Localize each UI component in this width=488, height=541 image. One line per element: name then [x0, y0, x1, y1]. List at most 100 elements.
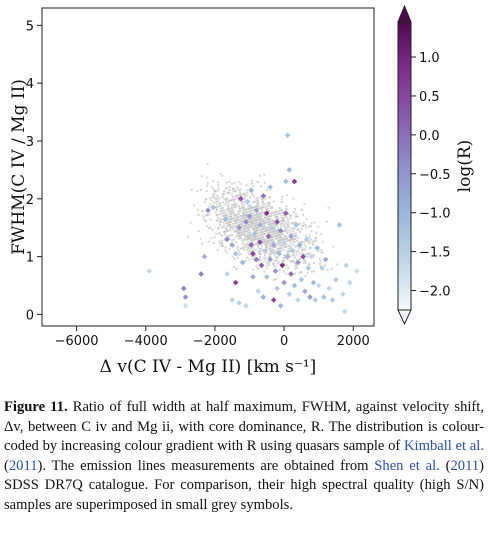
grey-point — [216, 216, 219, 219]
grey-point — [263, 254, 266, 257]
grey-point — [246, 218, 249, 221]
grey-point — [220, 212, 223, 215]
grey-point — [304, 245, 307, 248]
grey-point — [272, 200, 275, 203]
data-point — [229, 242, 236, 248]
grey-point — [244, 259, 247, 262]
grey-point — [281, 244, 284, 247]
grey-point — [229, 199, 232, 202]
grey-point — [248, 242, 251, 245]
grey-point — [296, 266, 299, 269]
data-point — [267, 184, 274, 191]
caption-ref-1-year[interactable]: 2011 — [8, 457, 38, 474]
grey-point — [269, 220, 272, 223]
grey-point — [244, 227, 247, 230]
grey-point — [250, 236, 253, 239]
colorbar-tick-label: −1.0 — [419, 207, 451, 222]
grey-point — [244, 235, 247, 238]
grey-point — [241, 214, 244, 217]
grey-point — [263, 206, 266, 209]
grey-point — [247, 245, 250, 248]
grey-point — [205, 219, 208, 222]
grey-point — [252, 184, 255, 187]
grey-point — [273, 216, 276, 219]
grey-point — [283, 256, 286, 259]
grey-point — [308, 236, 311, 239]
grey-point — [258, 236, 261, 239]
grey-point — [250, 223, 253, 226]
grey-point — [257, 267, 260, 270]
grey-point — [282, 257, 285, 260]
grey-point — [292, 259, 295, 262]
grey-point — [260, 212, 263, 215]
grey-point — [260, 220, 263, 223]
grey-point — [244, 243, 247, 246]
grey-point — [251, 220, 254, 223]
grey-point — [281, 209, 284, 212]
grey-point — [238, 250, 241, 253]
grey-point — [255, 237, 258, 240]
grey-point — [243, 192, 246, 195]
grey-point — [227, 205, 230, 208]
grey-point — [290, 260, 293, 263]
grey-point — [323, 264, 326, 267]
grey-point — [262, 219, 265, 222]
grey-point — [261, 233, 264, 236]
grey-point — [274, 245, 277, 248]
grey-point — [242, 193, 245, 196]
grey-point — [277, 226, 280, 229]
grey-point — [241, 220, 244, 223]
data-point — [302, 288, 308, 295]
grey-point — [247, 248, 250, 251]
grey-point — [235, 205, 238, 208]
grey-point — [223, 209, 226, 212]
caption-ref-1[interactable]: Kimball et al. — [404, 438, 484, 455]
grey-point — [251, 193, 254, 196]
grey-point — [267, 223, 270, 226]
grey-point — [321, 240, 324, 243]
grey-point — [250, 233, 253, 236]
grey-point — [226, 230, 229, 233]
grey-point — [236, 229, 239, 232]
data-point — [310, 279, 317, 286]
grey-point — [298, 271, 301, 274]
grey-point — [201, 210, 204, 213]
data-point — [244, 198, 251, 205]
grey-point — [252, 217, 255, 220]
grey-point — [226, 208, 229, 211]
grey-point — [294, 235, 297, 238]
grey-point — [277, 231, 280, 234]
y-tick-label: 2 — [26, 193, 34, 208]
grey-point — [304, 275, 307, 278]
colorbar-extend-top — [397, 4, 412, 23]
grey-point — [292, 197, 295, 200]
grey-point — [272, 233, 275, 236]
grey-point — [252, 211, 255, 214]
caption-ref-2[interactable]: Shen et al. — [374, 457, 440, 474]
grey-point — [278, 236, 281, 239]
grey-point — [276, 234, 279, 237]
grey-point — [256, 202, 259, 205]
grey-point — [278, 209, 281, 212]
caption-ref-2-year[interactable]: 2011 — [450, 457, 480, 474]
grey-point — [280, 236, 283, 239]
grey-point — [291, 254, 294, 257]
data-point — [270, 297, 277, 303]
grey-point — [275, 259, 278, 262]
grey-point — [305, 218, 308, 221]
grey-point — [234, 219, 237, 222]
grey-point — [276, 215, 279, 218]
grey-point — [262, 257, 265, 260]
grey-point — [243, 238, 246, 241]
grey-point — [272, 262, 275, 265]
grey-point — [218, 205, 221, 208]
data-point — [182, 294, 189, 300]
grey-point — [293, 262, 296, 265]
figure-caption: Figure 11. Ratio of full width at half m… — [4, 399, 484, 513]
grey-point — [240, 217, 243, 220]
grey-point — [298, 230, 301, 233]
grey-point — [290, 222, 293, 225]
grey-point — [235, 195, 238, 198]
grey-point — [224, 246, 227, 249]
grey-point — [228, 189, 231, 192]
